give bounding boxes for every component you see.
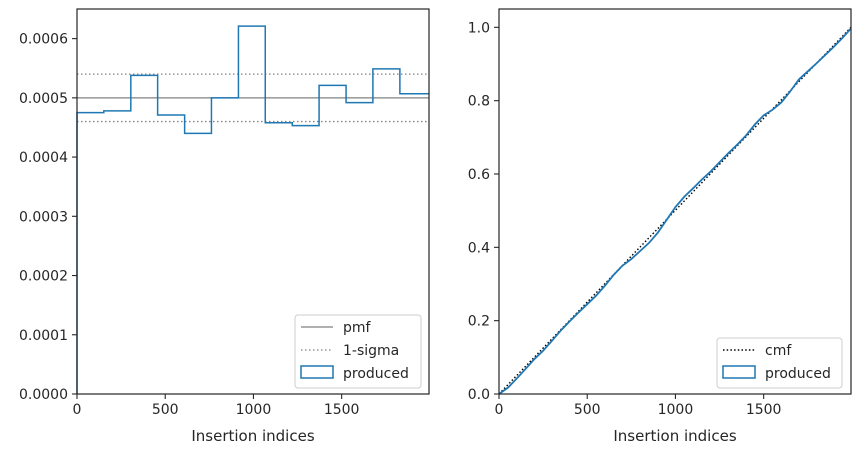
- y-ticks-left: 0.0000 0.0001 0.0002 0.0003 0.0004 0.0005 0.00…: [19, 32, 77, 403]
- cmf-panel: 0 500 1000 1500 0.0 0.2 0.4 0.6 0.8 1.0 Insertio…: [468, 8, 852, 445]
- legend-sigma-label: 1-sigma: [343, 343, 399, 359]
- x-tick-label: 500: [152, 402, 179, 418]
- legend-produced-label-right: produced: [765, 366, 831, 382]
- legend-produced-label: produced: [343, 366, 409, 382]
- legend-produced-swatch: [300, 365, 334, 379]
- x-tick-label: 1000: [236, 402, 272, 418]
- produced-histogram: [76, 25, 429, 394]
- y-tick-label: 0.0005: [19, 91, 68, 107]
- y-tick-label: 1.0: [468, 20, 490, 36]
- y-tick-label: 0.0002: [19, 269, 68, 285]
- x-axis-label-left: Insertion indices: [191, 427, 314, 445]
- sigma-lines: [77, 73, 429, 123]
- legend-left: pmf 1-sigma produced: [294, 314, 422, 389]
- y-ticks-right: 0.0 0.2 0.4 0.6 0.8 1.0: [468, 20, 499, 403]
- y-tick-label: 0.0006: [19, 32, 68, 48]
- y-tick-label: 0.2: [468, 314, 490, 330]
- y-tick-label: 0.6: [468, 167, 490, 183]
- y-tick-label: 0.0004: [19, 150, 68, 166]
- y-tick-label: 0.0003: [19, 209, 68, 225]
- x-ticks-left: 0 500 1000 1500: [73, 394, 360, 418]
- x-tick-label: 0: [73, 402, 82, 418]
- x-tick-label: 500: [574, 402, 601, 418]
- y-tick-label: 0.0000: [19, 387, 68, 403]
- y-tick-label: 0.4: [468, 240, 490, 256]
- legend-box-left: [294, 314, 422, 389]
- y-tick-label: 0.0001: [19, 328, 68, 344]
- x-tick-label: 1000: [658, 402, 694, 418]
- legend-right: cmf produced: [716, 337, 843, 389]
- x-ticks-right: 0 500 1000 1500: [495, 394, 782, 418]
- produced-cumulative-line: [498, 27, 852, 395]
- x-axis-label-right: Insertion indices: [613, 427, 736, 445]
- legend-pmf-label: pmf: [343, 320, 372, 336]
- plot-frame-right: [498, 8, 852, 395]
- legend-box-right: [716, 337, 843, 389]
- legend-produced-swatch-right: [722, 365, 756, 379]
- x-tick-label: 0: [495, 402, 504, 418]
- legend-cmf-label: cmf: [765, 343, 792, 359]
- x-tick-label: 1500: [746, 402, 782, 418]
- y-tick-label: 0.0: [468, 387, 490, 403]
- y-tick-label: 0.8: [468, 94, 490, 110]
- pmf-histogram-panel: 0 500 1000 1500 0.00000.00010.00020.00030.0…: [19, 8, 430, 445]
- x-tick-label: 1500: [324, 402, 360, 418]
